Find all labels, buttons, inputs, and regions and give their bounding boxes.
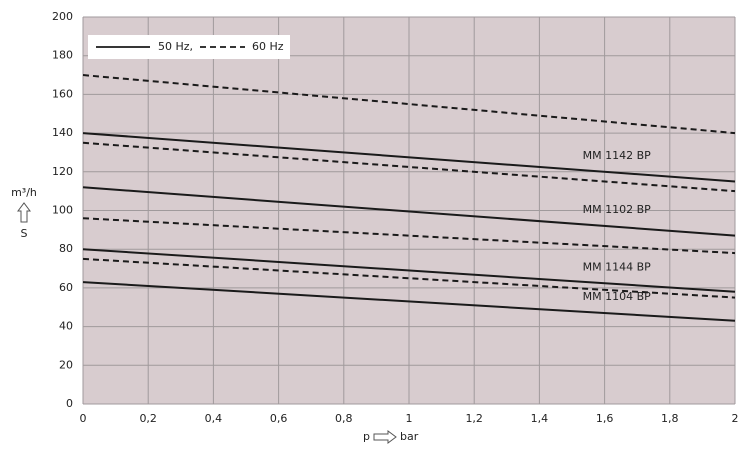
x-tick-label: 1,6 <box>596 412 614 425</box>
y-arrow <box>17 202 31 223</box>
y-tick-label: 40 <box>59 320 73 333</box>
y-tick-label: 20 <box>59 358 73 371</box>
y-label-top: m³/h <box>11 186 37 199</box>
x-tick-label: 0,6 <box>270 412 288 425</box>
x-tick-label: 1,4 <box>531 412 549 425</box>
y-tick-label: 200 <box>52 10 73 23</box>
line-60hz <box>82 74 736 135</box>
y-tick-label: 0 <box>66 397 73 410</box>
x-tick-label: 0,8 <box>335 412 353 425</box>
line-50hz <box>82 186 736 237</box>
legend-label: 50 Hz, <box>158 40 193 53</box>
y-tick-label: 140 <box>52 126 73 139</box>
x-label-right: bar <box>400 430 419 443</box>
line-60hz <box>82 217 736 255</box>
y-tick-label: 180 <box>52 49 73 62</box>
y-tick-label: 100 <box>52 204 73 217</box>
lines <box>82 74 736 322</box>
line-50hz <box>82 132 736 183</box>
x-tick-label: 1,2 <box>465 412 483 425</box>
x-tick-label: 0 <box>80 412 87 425</box>
x-tick-label: 1,8 <box>661 412 679 425</box>
y-tick-label: 160 <box>52 87 73 100</box>
grid <box>82 16 736 405</box>
y-tick-label: 80 <box>59 242 73 255</box>
legend-label: 60 Hz <box>252 40 284 53</box>
series-label: MM 1102 BP <box>583 203 652 216</box>
series-label: MM 1142 BP <box>583 149 652 162</box>
line-60hz <box>82 141 736 193</box>
line-50hz <box>82 248 736 293</box>
line-60hz <box>82 257 736 299</box>
x-tick-label: 1 <box>406 412 413 425</box>
series-label: MM 1104 BP <box>583 290 652 303</box>
x-tick-label: 2 <box>732 412 739 425</box>
y-label-bottom: S <box>21 227 28 240</box>
x-arrow <box>373 430 397 444</box>
x-label-left: p <box>363 430 370 443</box>
series-label: MM 1144 BP <box>583 260 652 273</box>
x-tick-label: 0,2 <box>139 412 157 425</box>
x-tick-label: 0,4 <box>205 412 223 425</box>
y-tick-label: 120 <box>52 165 73 178</box>
line-50hz <box>82 281 736 322</box>
y-tick-label: 60 <box>59 281 73 294</box>
